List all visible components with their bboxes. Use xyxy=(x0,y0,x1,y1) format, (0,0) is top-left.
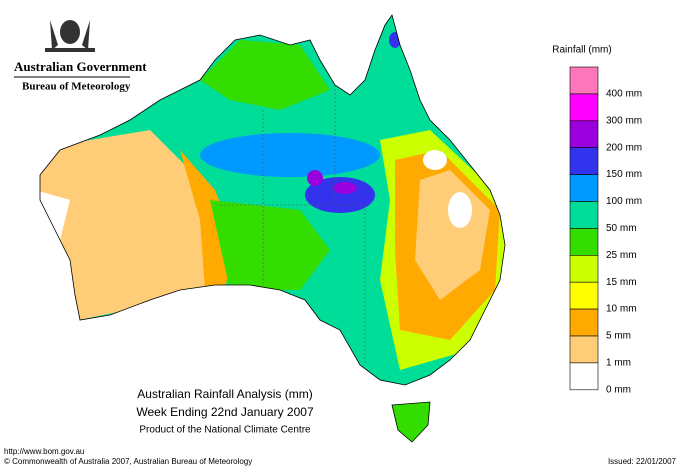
legend-label: 1 mm xyxy=(606,358,631,369)
map-title: Australian Rainfall Analysis (mm) xyxy=(137,387,312,401)
map-period: Week Ending 22nd January 2007 xyxy=(136,405,314,419)
legend-swatch xyxy=(569,201,599,229)
legend-label: 0 mm xyxy=(606,384,631,395)
legend-swatch xyxy=(569,174,599,202)
bureau-name: Bureau of Meteorology xyxy=(22,81,131,93)
tasmania xyxy=(391,401,431,443)
legend-swatch xyxy=(569,66,599,95)
legend-swatch xyxy=(569,93,599,122)
copyright: © Commonwealth of Australia 2007, Austra… xyxy=(4,457,252,466)
coat-of-arms xyxy=(45,20,95,52)
legend-swatch xyxy=(569,335,599,364)
legend-label: 10 mm xyxy=(606,304,637,315)
legend-swatch xyxy=(569,147,599,175)
legend-label: 200 mm xyxy=(606,142,642,153)
legend-title: Rainfall (mm) xyxy=(552,45,611,56)
legend-swatch xyxy=(569,255,599,283)
legend-label: 5 mm xyxy=(606,331,631,342)
legend-swatch xyxy=(569,362,599,391)
legend-swatch xyxy=(569,228,599,256)
legend-label: 300 mm xyxy=(606,115,642,126)
url[interactable]: http://www.bom.gov.au xyxy=(4,447,84,456)
legend-swatch xyxy=(569,308,599,337)
legend-label: 15 mm xyxy=(606,277,637,288)
state-borders xyxy=(220,85,366,365)
agency-name: Australian Government xyxy=(14,59,147,74)
coastline xyxy=(39,14,506,386)
map-product: Product of the National Climate Centre xyxy=(139,425,311,436)
legend-label: 150 mm xyxy=(606,169,642,180)
legend-swatch xyxy=(569,281,599,310)
issued-date: Issued: 22/01/2007 xyxy=(608,457,677,466)
legend-label: 50 mm xyxy=(606,223,637,234)
legend-label: 25 mm xyxy=(606,250,637,261)
legend: 400 mm 300 mm 200 mm 150 mm 100 mm 50 mm 25 mm… xyxy=(569,66,642,395)
legend-swatch xyxy=(569,120,599,149)
legend-label: 400 mm xyxy=(606,89,642,100)
legend-label: 100 mm xyxy=(606,196,642,207)
